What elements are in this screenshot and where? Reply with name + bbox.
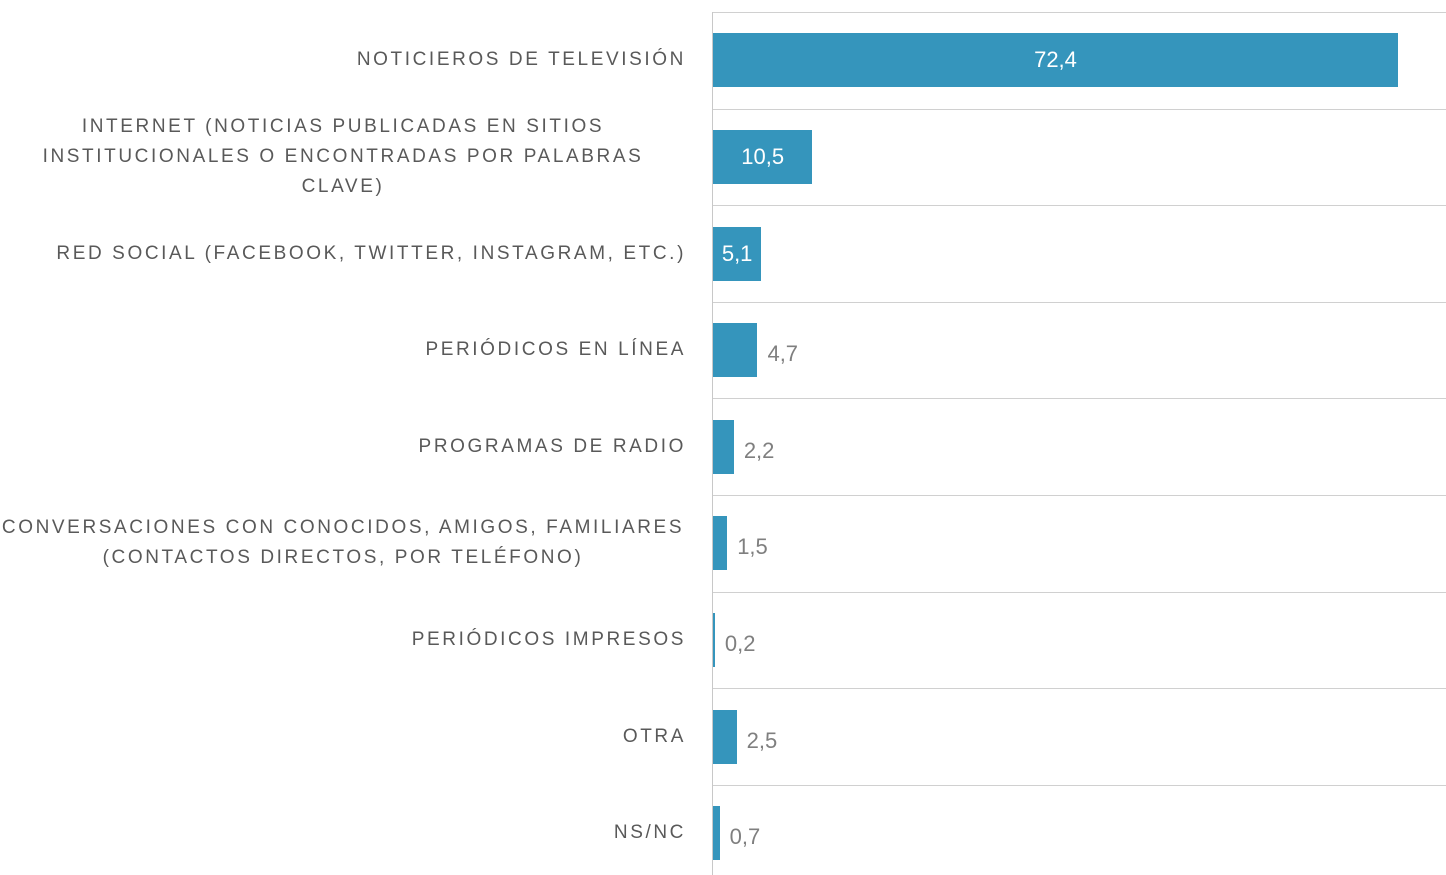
grid-line: [713, 205, 1446, 207]
grid-line: [713, 398, 1446, 400]
category-label: NOTICIEROS DE TELEVISIÓN: [356, 49, 686, 71]
category-label: INTERNET (NOTICIAS PUBLICADAS EN SITIOS …: [42, 115, 644, 197]
category-label: NS/NC: [613, 822, 686, 844]
category-label: CONVERSACIONES CON CONOCIDOS, AMIGOS, FA…: [1, 517, 685, 569]
category-label: PERIÓDICOS IMPRESOS: [411, 628, 686, 650]
bar: [713, 33, 1398, 88]
value-label: 10,5: [741, 143, 785, 169]
bar: [713, 129, 813, 184]
grid-line: [713, 301, 1446, 303]
grid-line: [713, 784, 1446, 786]
grid-line: [713, 12, 1446, 13]
bar: [713, 226, 762, 281]
value-label: 2,5: [746, 727, 778, 753]
bar: [713, 806, 720, 861]
value-label: 2,2: [743, 437, 775, 463]
grid-line: [713, 108, 1446, 110]
value-label: 0,7: [729, 824, 761, 850]
category-label: OTRA: [622, 725, 686, 747]
bar: [713, 612, 715, 667]
value-label: 72,4: [1034, 47, 1077, 73]
value-label: 5,1: [721, 240, 753, 266]
grid-line: [713, 591, 1446, 593]
category-label: PROGRAMAS DE RADIO: [418, 435, 686, 457]
bar: [713, 709, 737, 764]
bar: [713, 419, 734, 474]
value-label: 0,2: [724, 630, 756, 656]
value-label: 4,7: [767, 341, 799, 367]
value-label: 1,5: [737, 534, 768, 560]
bar: [713, 323, 758, 378]
y-axis-line: [712, 12, 713, 875]
grid-line: [713, 495, 1446, 496]
category-label: RED SOCIAL (FACEBOOK, TWITTER, INSTAGRAM…: [56, 242, 686, 264]
category-label: PERIÓDICOS EN LÍNEA: [425, 339, 686, 361]
grid-line: [713, 688, 1446, 690]
bar: [713, 516, 728, 571]
